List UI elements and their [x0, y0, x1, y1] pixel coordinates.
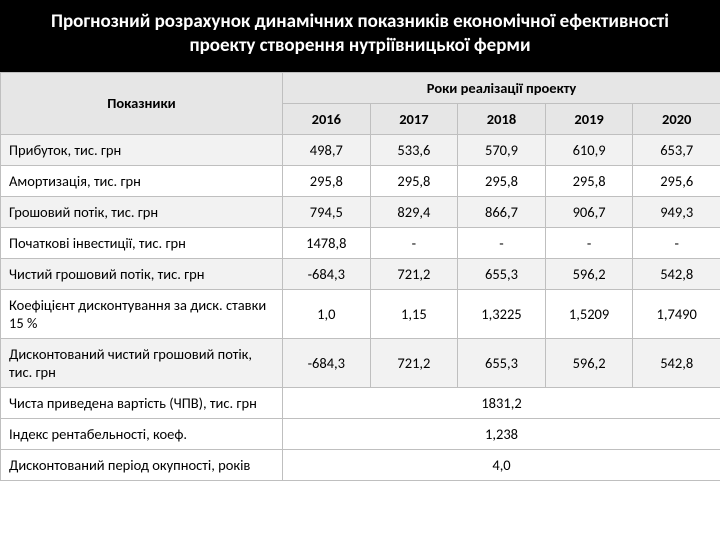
row-label: Чиста приведена вартість (ЧПВ), тис. грн [1, 387, 283, 418]
row-value: 949,3 [633, 196, 720, 227]
row-value: 542,8 [633, 258, 720, 289]
header-year: 2018 [458, 103, 546, 134]
row-label: Індекс рентабельності, коеф. [1, 418, 283, 449]
table-row: Індекс рентабельності, коеф.1,238 [1, 418, 720, 449]
row-label: Коефіцієнт дисконтування за диск. ставки… [1, 289, 283, 338]
header-year: 2017 [370, 103, 458, 134]
row-value: 1,0 [283, 289, 371, 338]
row-value: 542,8 [633, 338, 720, 387]
row-value: - [458, 227, 546, 258]
row-value: - [633, 227, 720, 258]
row-label: Дисконтований період окупності, років [1, 449, 283, 480]
table-row: Чистий грошовий потік, тис. грн-684,3721… [1, 258, 720, 289]
row-value: 866,7 [458, 196, 546, 227]
row-value: 794,5 [283, 196, 371, 227]
table-row: Прибуток, тис. грн498,7533,6570,9610,965… [1, 134, 720, 165]
row-value: - [370, 227, 458, 258]
row-value-merged: 4,0 [283, 449, 720, 480]
row-value: 570,9 [458, 134, 546, 165]
row-label: Початкові інвестиції, тис. грн [1, 227, 283, 258]
row-label: Амортизація, тис. грн [1, 165, 283, 196]
row-value: 1,15 [370, 289, 458, 338]
row-label: Чистий грошовий потік, тис. грн [1, 258, 283, 289]
row-value: 906,7 [545, 196, 633, 227]
row-value: 295,6 [633, 165, 720, 196]
row-value: 721,2 [370, 258, 458, 289]
row-value: 610,9 [545, 134, 633, 165]
row-value: 1,3225 [458, 289, 546, 338]
row-label: Грошовий потік, тис. грн [1, 196, 283, 227]
row-value: 1,7490 [633, 289, 720, 338]
header-years-group: Роки реалізації проекту [283, 72, 720, 103]
header-year: 2020 [633, 103, 720, 134]
table-header: Показники Роки реалізації проекту 2016 2… [1, 72, 720, 134]
financial-table: Показники Роки реалізації проекту 2016 2… [0, 72, 720, 481]
row-value: 1,5209 [545, 289, 633, 338]
row-value: 721,2 [370, 338, 458, 387]
table-row: Коефіцієнт дисконтування за диск. ставки… [1, 289, 720, 338]
row-value-merged: 1,238 [283, 418, 720, 449]
row-label: Прибуток, тис. грн [1, 134, 283, 165]
row-value: 655,3 [458, 338, 546, 387]
row-value: 1478,8 [283, 227, 371, 258]
row-value: 533,6 [370, 134, 458, 165]
row-value: - [545, 227, 633, 258]
row-value: 653,7 [633, 134, 720, 165]
table-row: Грошовий потік, тис. грн794,5829,4866,79… [1, 196, 720, 227]
row-value: 596,2 [545, 338, 633, 387]
row-value: 295,8 [283, 165, 371, 196]
row-value-merged: 1831,2 [283, 387, 720, 418]
row-label: Дисконтований чистий грошовий потік, тис… [1, 338, 283, 387]
table-row: Дисконтований період окупності, років4,0 [1, 449, 720, 480]
table-row: Чиста приведена вартість (ЧПВ), тис. грн… [1, 387, 720, 418]
header-year: 2016 [283, 103, 371, 134]
page-title: Прогнозний розрахунок динамічних показни… [51, 10, 669, 57]
row-value: 829,4 [370, 196, 458, 227]
row-value: 498,7 [283, 134, 371, 165]
table-row: Амортизація, тис. грн295,8295,8295,8295,… [1, 165, 720, 196]
table-row: Початкові інвестиції, тис. грн1478,8---- [1, 227, 720, 258]
table-row: Дисконтований чистий грошовий потік, тис… [1, 338, 720, 387]
row-value: 295,8 [370, 165, 458, 196]
row-value: 295,8 [458, 165, 546, 196]
row-value: -684,3 [283, 258, 371, 289]
header-indicator: Показники [1, 72, 283, 134]
table-body: Прибуток, тис. грн498,7533,6570,9610,965… [1, 134, 720, 480]
header-year: 2019 [545, 103, 633, 134]
page-title-band: Прогнозний розрахунок динамічних показни… [0, 0, 720, 72]
row-value: 655,3 [458, 258, 546, 289]
row-value: 596,2 [545, 258, 633, 289]
row-value: -684,3 [283, 338, 371, 387]
row-value: 295,8 [545, 165, 633, 196]
